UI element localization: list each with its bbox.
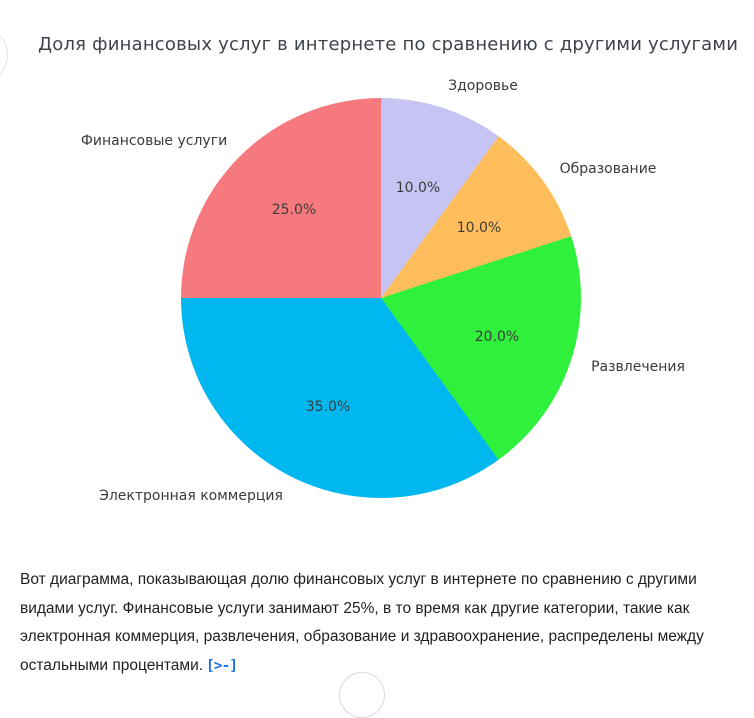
- pie: [181, 98, 581, 498]
- slice-percent-label: 10.0%: [395, 180, 441, 196]
- assistant-message: Вот диаграмма, показывающая долю финансо…: [20, 566, 740, 680]
- slice-percent-label: 25.0%: [271, 202, 317, 218]
- slice-category-label: Финансовые услуги: [80, 133, 228, 149]
- slice-category-label: Развлечения: [591, 359, 685, 375]
- slice-category-label: Образование: [559, 161, 657, 177]
- slice-category-label: Здоровье: [448, 78, 518, 94]
- slice-percent-label: 35.0%: [305, 399, 351, 415]
- message-line-text: остальными процентами.: [20, 656, 204, 674]
- page-title: Доля финансовых услуг в интернете по сра…: [38, 34, 739, 56]
- code-citation-icon[interactable]: [>-]: [206, 657, 238, 674]
- message-line: видами услуг. Финансовые услуги занимают…: [20, 599, 690, 617]
- message-line: электронная коммерция, развлечения, обра…: [20, 628, 704, 645]
- pie-chart: Здоровье Образование Развлечения Электро…: [0, 60, 754, 540]
- slice-category-label: Электронная коммерция: [99, 488, 283, 504]
- scroll-to-bottom-button[interactable]: [339, 672, 385, 718]
- message-line: остальными процентами. [>-]: [20, 652, 740, 681]
- slice-percent-label: 10.0%: [456, 220, 502, 236]
- message-line: Вот диаграмма, показывающая долю финансо…: [20, 571, 697, 588]
- slice-percent-label: 20.0%: [474, 329, 520, 345]
